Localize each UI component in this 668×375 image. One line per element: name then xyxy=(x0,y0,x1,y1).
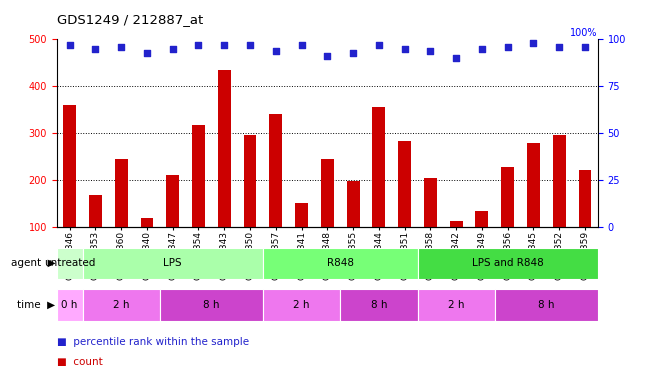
Point xyxy=(554,44,564,50)
Bar xyxy=(450,221,463,227)
Point xyxy=(271,48,281,54)
Text: R848: R848 xyxy=(327,258,353,268)
Bar xyxy=(115,159,128,227)
Bar xyxy=(89,195,102,227)
Text: 0 h: 0 h xyxy=(61,300,78,310)
Bar xyxy=(495,289,598,321)
Text: LPS and R848: LPS and R848 xyxy=(472,258,544,268)
Point xyxy=(348,50,359,55)
Bar xyxy=(83,289,160,321)
Bar xyxy=(263,248,418,279)
Text: GDS1249 / 212887_at: GDS1249 / 212887_at xyxy=(57,13,203,26)
Point xyxy=(219,42,230,48)
Point xyxy=(451,55,462,61)
Bar xyxy=(340,289,418,321)
Text: 8 h: 8 h xyxy=(203,300,220,310)
Bar xyxy=(63,105,76,227)
Text: untreated: untreated xyxy=(44,258,96,268)
Bar xyxy=(166,176,179,227)
Bar xyxy=(263,289,340,321)
Bar xyxy=(83,248,263,279)
Bar xyxy=(295,203,308,227)
Text: 8 h: 8 h xyxy=(371,300,387,310)
Point xyxy=(425,48,436,54)
Point xyxy=(476,46,487,52)
Text: 8 h: 8 h xyxy=(538,300,554,310)
Text: 2 h: 2 h xyxy=(113,300,130,310)
Bar xyxy=(244,135,257,227)
Bar xyxy=(192,125,205,227)
Text: ■  percentile rank within the sample: ■ percentile rank within the sample xyxy=(57,337,249,347)
Text: 2 h: 2 h xyxy=(448,300,464,310)
Bar xyxy=(418,248,598,279)
Bar xyxy=(476,211,488,227)
Bar xyxy=(218,70,230,227)
Point xyxy=(528,40,539,46)
Point xyxy=(142,50,152,55)
Point xyxy=(168,46,178,52)
Bar xyxy=(398,141,411,227)
Text: 2 h: 2 h xyxy=(293,300,310,310)
Bar xyxy=(269,114,283,227)
Bar xyxy=(57,289,83,321)
Bar xyxy=(578,170,591,227)
Bar xyxy=(501,167,514,227)
Bar xyxy=(57,248,83,279)
Text: LPS: LPS xyxy=(164,258,182,268)
Point xyxy=(322,53,333,59)
Bar xyxy=(527,142,540,227)
Point xyxy=(373,42,384,48)
Bar xyxy=(347,182,359,227)
Point xyxy=(399,46,410,52)
Point xyxy=(502,44,513,50)
Bar xyxy=(424,178,437,227)
Point xyxy=(193,42,204,48)
Bar xyxy=(140,217,154,227)
Text: ■  count: ■ count xyxy=(57,357,102,368)
Point xyxy=(580,44,591,50)
Bar xyxy=(160,289,263,321)
Bar xyxy=(373,107,385,227)
Text: time  ▶: time ▶ xyxy=(17,300,55,310)
Point xyxy=(116,44,126,50)
Text: agent  ▶: agent ▶ xyxy=(11,258,55,268)
Bar xyxy=(321,159,334,227)
Bar xyxy=(418,289,495,321)
Point xyxy=(64,42,75,48)
Point xyxy=(296,42,307,48)
Point xyxy=(244,42,255,48)
Text: 100%: 100% xyxy=(570,27,598,38)
Point xyxy=(90,46,101,52)
Bar xyxy=(553,135,566,227)
